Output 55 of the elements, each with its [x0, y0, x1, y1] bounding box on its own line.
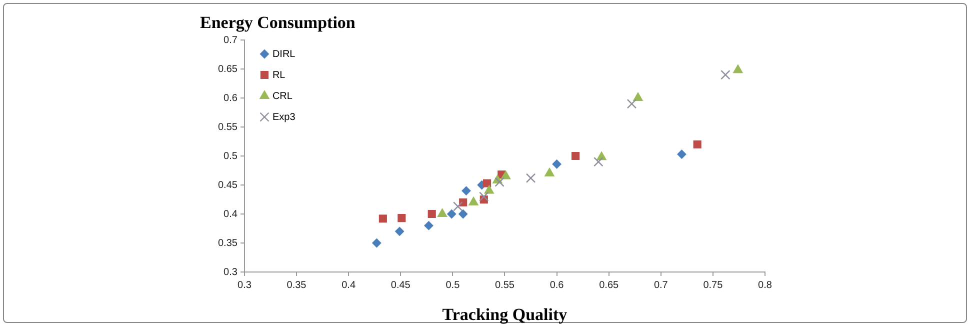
- point: [633, 92, 643, 101]
- legend-label: RL: [272, 70, 286, 81]
- point: [378, 214, 387, 223]
- x-tick-label: 0.6: [550, 280, 564, 291]
- x-tick-label: 0.3: [238, 280, 252, 291]
- point: [677, 150, 686, 159]
- x-tick-label: 0.4: [342, 280, 356, 291]
- y-tick-label: 0.7: [224, 34, 238, 46]
- y-tick-label: 0.4: [224, 208, 238, 220]
- point: [484, 185, 494, 194]
- point: [372, 238, 382, 248]
- y-axis-title: Energy Consumption: [200, 13, 356, 32]
- y-tick-label: 0.55: [218, 122, 238, 133]
- legend-label: CRL: [272, 90, 293, 102]
- y-tick-label: 0.6: [224, 92, 238, 104]
- x-tick-label: 0.5: [446, 280, 460, 291]
- point: [720, 70, 730, 80]
- point: [447, 210, 456, 218]
- point: [552, 160, 562, 169]
- point: [398, 214, 406, 222]
- point: [594, 156, 604, 167]
- point: [626, 98, 637, 109]
- x-tick-label: 0.7: [654, 280, 668, 291]
- x-tick-label: 0.8: [758, 280, 772, 291]
- x-tick-label: 0.55: [494, 280, 515, 291]
- point: [468, 196, 478, 206]
- y-tick-label: 0.35: [218, 238, 238, 249]
- point: [733, 64, 743, 74]
- legend-label: DIRL: [272, 48, 296, 60]
- point: [500, 170, 511, 180]
- point: [479, 192, 489, 202]
- point: [424, 221, 434, 230]
- legend-label: Exp3: [272, 112, 296, 123]
- point: [571, 152, 580, 160]
- point: [428, 210, 436, 218]
- y-tick-label: 0.3: [224, 266, 238, 278]
- point: [483, 179, 492, 188]
- y-tick-label: 0.65: [218, 64, 238, 75]
- y-tick-label: 0.5: [224, 150, 238, 162]
- x-axis-title: Tracking Quality: [442, 305, 568, 324]
- point: [494, 177, 504, 187]
- point: [453, 202, 463, 212]
- x-tick-label: 0.45: [390, 280, 411, 291]
- point: [437, 208, 448, 217]
- x-tick-label: 0.35: [286, 280, 307, 291]
- point: [395, 226, 404, 236]
- x-tick-label: 0.65: [599, 280, 620, 291]
- point: [544, 168, 554, 176]
- y-tick-label: 0.45: [218, 180, 238, 191]
- point: [693, 140, 702, 148]
- x-tick-label: 0.75: [703, 280, 724, 291]
- point: [462, 186, 471, 196]
- point: [459, 198, 468, 206]
- point: [526, 173, 536, 183]
- point: [458, 210, 468, 218]
